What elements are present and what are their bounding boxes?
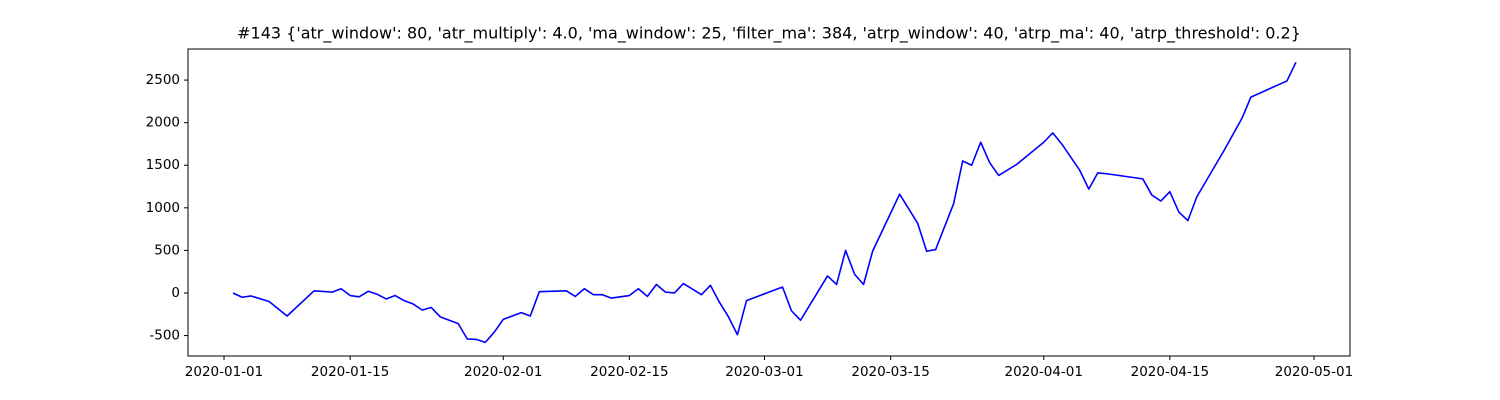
y-tick-label: 1000 bbox=[146, 200, 180, 216]
x-tick-label: 2020-05-01 bbox=[1275, 364, 1353, 380]
x-tick-label: 2020-01-01 bbox=[185, 364, 263, 380]
y-tick-label: 1500 bbox=[146, 157, 180, 173]
x-tick-label: 2020-01-15 bbox=[311, 364, 389, 380]
y-tick-label: 2500 bbox=[146, 72, 180, 88]
y-tick-label: -500 bbox=[149, 328, 180, 344]
chart-title: #143 {'atr_window': 80, 'atr_multiply': … bbox=[237, 24, 1301, 44]
x-tick-label: 2020-03-15 bbox=[851, 364, 929, 380]
x-tick-label: 2020-02-15 bbox=[590, 364, 668, 380]
x-tick-label: 2020-04-15 bbox=[1131, 364, 1209, 380]
y-tick-label: 2000 bbox=[146, 115, 180, 131]
plot-frame bbox=[187, 48, 1351, 357]
x-tick-label: 2020-04-01 bbox=[1005, 364, 1083, 380]
data-line bbox=[232, 61, 1297, 344]
y-tick-label: 0 bbox=[171, 285, 180, 301]
y-tick-label: 500 bbox=[154, 242, 180, 258]
x-tick-label: 2020-02-01 bbox=[464, 364, 542, 380]
x-tick-label: 2020-03-01 bbox=[725, 364, 803, 380]
